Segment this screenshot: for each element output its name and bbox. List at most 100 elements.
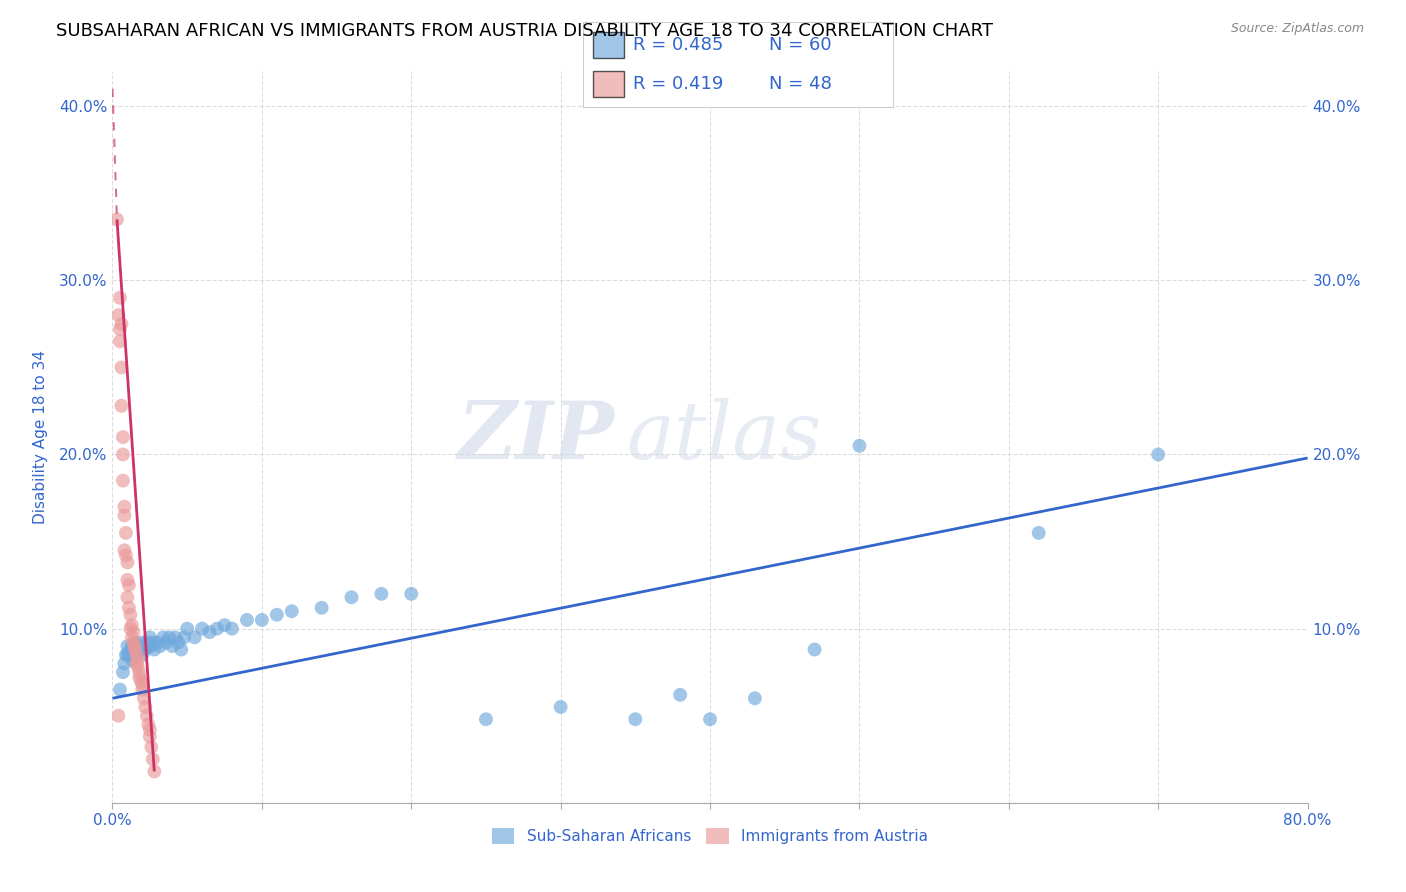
Point [108,334,131,349]
Point [311,600,333,615]
Point [744,691,766,706]
Point [122,642,145,657]
Point [118,578,141,592]
Point [221,622,243,636]
Point [110,360,132,375]
Point [131,682,153,697]
Point [624,712,647,726]
Point [131,677,153,691]
Point [129,673,152,688]
Point [124,639,146,653]
Point [117,648,139,662]
Point [114,508,135,523]
Point [214,618,236,632]
Point [149,639,172,653]
Point [191,622,214,636]
Point [142,635,165,649]
Point [117,573,139,587]
Point [266,607,288,622]
Text: R = 0.485: R = 0.485 [633,37,723,54]
Point [111,474,134,488]
Point [281,604,304,618]
Text: atlas: atlas [627,399,821,475]
Text: N = 48: N = 48 [769,75,832,93]
Point [236,613,259,627]
Point [124,635,146,649]
Point [128,670,150,684]
Point [803,642,825,657]
Point [250,613,273,627]
Point [115,648,138,662]
Point [1028,525,1050,540]
Point [125,648,148,662]
Point [118,600,141,615]
Point [108,682,131,697]
Point [167,635,190,649]
Point [122,625,145,640]
Point [143,642,166,657]
Point [120,622,142,636]
Point [152,631,174,645]
Point [138,639,160,653]
Point [127,660,149,674]
Point [120,607,142,622]
Point [132,639,155,653]
Point [128,665,150,680]
Point [121,631,143,645]
Point [118,648,141,662]
Point [134,700,156,714]
Point [111,448,134,462]
Point [340,591,363,605]
Point [141,740,163,755]
Point [121,618,143,632]
Point [129,635,152,649]
Point [121,653,143,667]
Point [170,642,193,657]
Point [120,642,142,657]
Point [176,622,198,636]
Point [143,764,166,779]
Point [110,317,132,331]
Point [127,653,149,667]
Point [141,639,163,653]
Point [134,642,156,657]
Point [475,712,498,726]
Point [114,500,135,514]
Text: R = 0.419: R = 0.419 [633,75,723,93]
Point [135,708,157,723]
Point [157,631,180,645]
Point [205,622,228,636]
FancyBboxPatch shape [593,71,624,97]
Point [111,665,134,680]
Point [132,691,155,706]
Point [162,639,183,653]
Point [135,635,157,649]
Point [108,291,131,305]
Point [401,587,423,601]
Point [115,549,138,563]
Point [124,642,146,657]
Point [125,648,148,662]
Point [121,639,143,653]
Point [1147,448,1170,462]
Point [669,688,692,702]
Point [111,430,134,444]
Text: ZIP: ZIP [457,399,614,475]
Point [131,648,153,662]
Point [139,730,162,744]
Point [183,631,205,645]
Point [142,752,165,766]
Point [848,439,870,453]
Point [108,322,131,336]
Point [125,657,148,671]
Point [146,635,169,649]
Point [138,717,160,731]
Point [114,657,135,671]
Point [128,642,150,657]
Point [370,587,392,601]
Point [173,631,195,645]
Point [117,556,139,570]
Point [139,723,162,737]
Point [699,712,721,726]
Point [550,700,572,714]
